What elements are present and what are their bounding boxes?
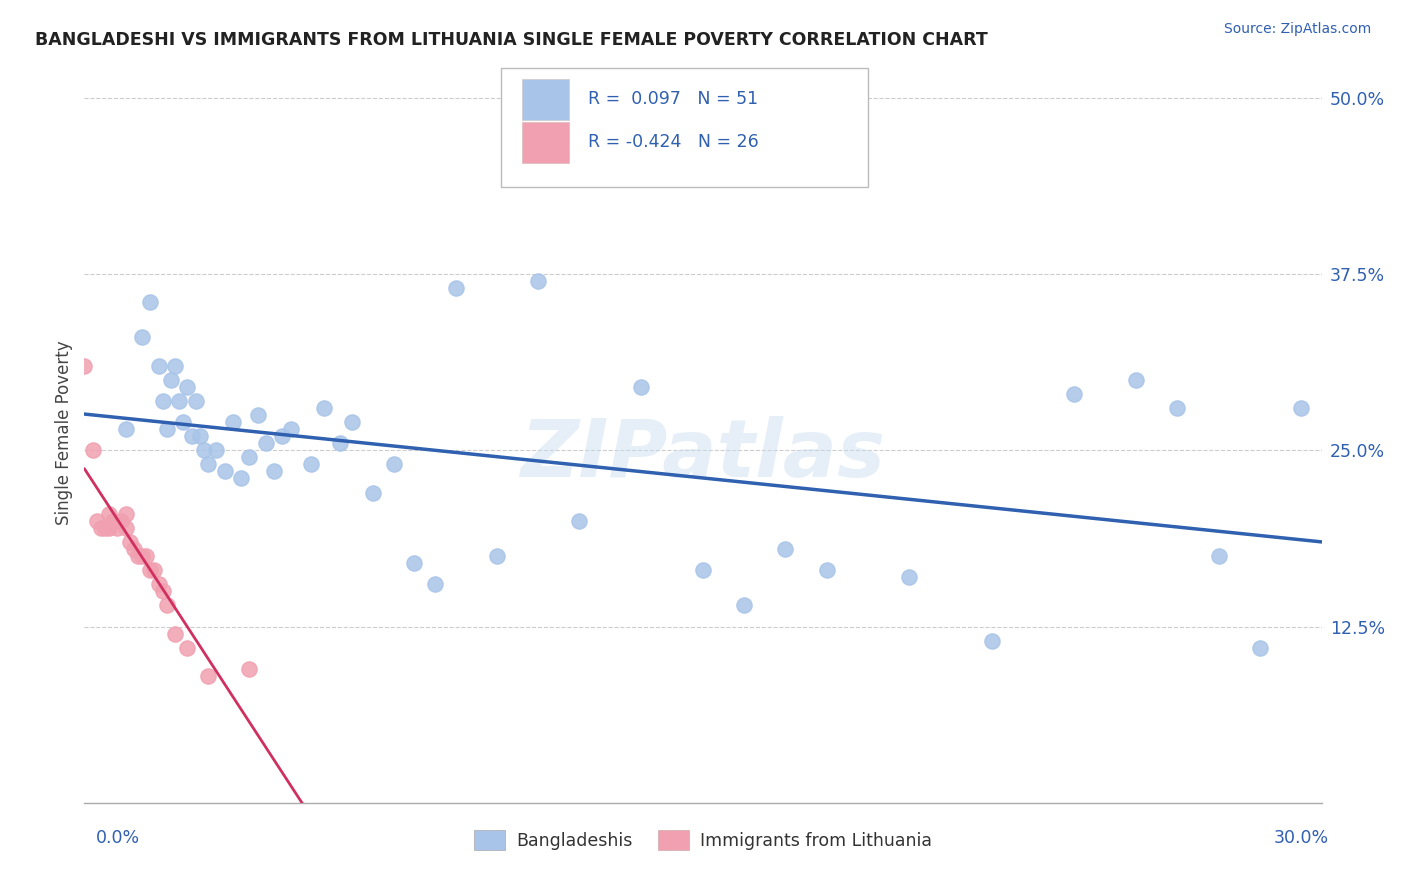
Point <box>172 415 194 429</box>
Point <box>246 408 269 422</box>
Point <box>815 563 838 577</box>
Point <box>103 514 125 528</box>
Point <box>165 359 187 373</box>
Point <box>156 422 179 436</box>
Point <box>312 401 335 415</box>
Point <box>214 464 236 478</box>
Point <box>197 458 219 472</box>
Point <box>1208 549 1230 563</box>
Point <box>98 521 121 535</box>
Point <box>176 640 198 655</box>
Point <box>1166 401 1188 415</box>
Point <box>630 380 652 394</box>
Point <box>176 380 198 394</box>
Text: R =  0.097   N = 51: R = 0.097 N = 51 <box>588 90 758 109</box>
Text: BANGLADESHI VS IMMIGRANTS FROM LITHUANIA SINGLE FEMALE POVERTY CORRELATION CHART: BANGLADESHI VS IMMIGRANTS FROM LITHUANIA… <box>35 31 988 49</box>
Point <box>114 521 136 535</box>
Point <box>238 450 260 465</box>
Point <box>568 514 591 528</box>
Point <box>1125 373 1147 387</box>
Point <box>143 563 166 577</box>
Point <box>165 626 187 640</box>
Point <box>692 563 714 577</box>
Point <box>527 274 550 288</box>
Point <box>184 393 207 408</box>
Point <box>342 415 364 429</box>
Point <box>73 359 96 373</box>
Point <box>197 669 219 683</box>
Point <box>193 443 215 458</box>
Point <box>156 599 179 613</box>
Point <box>263 464 285 478</box>
Point <box>382 458 405 472</box>
Point <box>1063 387 1085 401</box>
Point <box>1289 401 1312 415</box>
Point <box>444 281 467 295</box>
Point <box>105 521 128 535</box>
Point <box>90 521 112 535</box>
Point <box>423 577 446 591</box>
Point <box>980 633 1002 648</box>
Point <box>114 422 136 436</box>
Point <box>205 443 228 458</box>
Text: 30.0%: 30.0% <box>1274 829 1329 847</box>
Point <box>152 393 174 408</box>
Point <box>110 514 132 528</box>
FancyBboxPatch shape <box>523 78 569 120</box>
Point <box>98 507 121 521</box>
Point <box>1249 640 1271 655</box>
Point <box>94 521 117 535</box>
Legend: Bangladeshis, Immigrants from Lithuania: Bangladeshis, Immigrants from Lithuania <box>467 823 939 857</box>
Point <box>148 359 170 373</box>
Y-axis label: Single Female Poverty: Single Female Poverty <box>55 341 73 524</box>
Point <box>299 458 322 472</box>
Text: Source: ZipAtlas.com: Source: ZipAtlas.com <box>1223 22 1371 37</box>
Point <box>86 514 108 528</box>
Point <box>238 662 260 676</box>
Point <box>329 436 352 450</box>
Point <box>485 549 508 563</box>
Point <box>167 393 190 408</box>
Point <box>271 429 294 443</box>
Text: R = -0.424   N = 26: R = -0.424 N = 26 <box>588 134 759 152</box>
Point <box>114 507 136 521</box>
Point <box>135 549 157 563</box>
Point <box>148 577 170 591</box>
Point <box>898 570 921 584</box>
Point <box>254 436 277 450</box>
Point <box>229 471 252 485</box>
FancyBboxPatch shape <box>523 121 569 163</box>
Point <box>127 549 149 563</box>
Point <box>280 422 302 436</box>
Point <box>775 541 797 556</box>
Text: 0.0%: 0.0% <box>96 829 139 847</box>
Point <box>733 599 755 613</box>
Point <box>361 485 384 500</box>
Point <box>160 373 183 387</box>
Point <box>139 295 162 310</box>
Point <box>139 563 162 577</box>
Point <box>118 535 141 549</box>
Point <box>152 584 174 599</box>
Point <box>122 541 145 556</box>
Text: ZIPatlas: ZIPatlas <box>520 416 886 494</box>
Point <box>222 415 245 429</box>
Point <box>131 549 153 563</box>
FancyBboxPatch shape <box>502 68 868 186</box>
Point <box>188 429 211 443</box>
Point <box>404 556 426 570</box>
Point <box>82 443 104 458</box>
Point <box>180 429 202 443</box>
Point <box>131 330 153 344</box>
